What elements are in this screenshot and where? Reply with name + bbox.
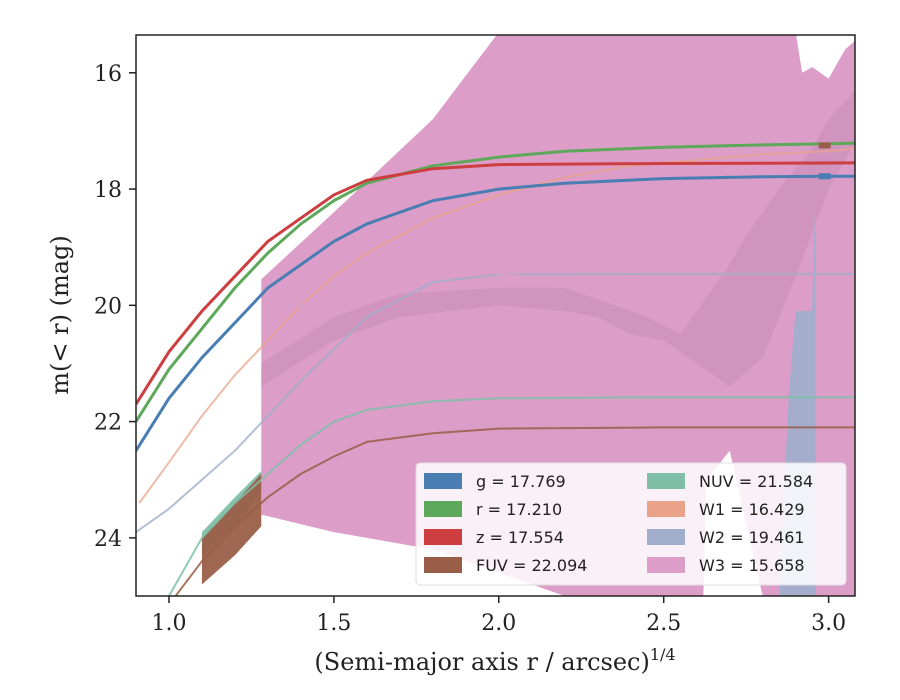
- y-tick-label: 20: [94, 294, 122, 319]
- fuv-curve: [174, 426, 855, 596]
- legend-swatch-g: [424, 473, 462, 489]
- legend-swatch-r: [424, 501, 462, 517]
- y-tick-label: 18: [94, 178, 122, 203]
- x-tick-label: 2.5: [646, 611, 681, 636]
- legend-label-w3: W3 = 15.658: [699, 556, 805, 575]
- legend-swatch-w3: [647, 557, 685, 573]
- r-curve: [136, 141, 855, 423]
- z-curve: [136, 161, 855, 405]
- x-tick-label: 3.0: [811, 611, 846, 636]
- w3-inner-band: [261, 90, 855, 387]
- plot-frame: [135, 34, 856, 597]
- legend-label-fuv: FUV = 22.094: [476, 556, 587, 575]
- legend-swatch-nuv: [647, 473, 685, 489]
- legend-label-w1: W1 = 16.429: [699, 500, 805, 519]
- w2-curve: [136, 272, 855, 533]
- legend-label-w2: W2 = 19.461: [699, 528, 805, 547]
- legend-swatch-z: [424, 529, 462, 545]
- plot-area: [136, 35, 855, 596]
- w3-curve: [260, 269, 631, 324]
- legend-label-r: r = 17.210: [476, 500, 562, 519]
- g-curve: [136, 174, 855, 452]
- legend-label-g: g = 17.769: [476, 472, 566, 491]
- legend-swatch-w2: [647, 529, 685, 545]
- g-end-marker: [818, 173, 831, 180]
- legend-swatch-w1: [647, 501, 685, 517]
- y-tick-label: 24: [94, 527, 122, 552]
- x-axis: 1.0 1.5 2.0 2.5 3.0: [151, 596, 846, 636]
- legend-swatch-fuv: [424, 557, 462, 573]
- y-tick-label: 16: [94, 62, 122, 87]
- x-axis-label: (Semi-major axis r / arcsec)1/4: [314, 645, 675, 676]
- x-tick-label: 1.5: [316, 611, 351, 636]
- legend-label-z: z = 17.554: [476, 528, 564, 547]
- w1-curve: [138, 147, 855, 504]
- y-axis-label: m(< r) (mag): [46, 235, 74, 394]
- nuv-curve: [168, 396, 855, 596]
- legend: g = 17.769 r = 17.210 z = 17.554 FUV = 22.0…: [415, 462, 847, 586]
- legend-label-nuv: NUV = 21.584: [699, 472, 813, 491]
- x-tick-label: 1.0: [151, 611, 186, 636]
- y-tick-label: 22: [94, 411, 122, 436]
- FUV-end-marker: [818, 142, 831, 149]
- x-tick-label: 2.0: [481, 611, 516, 636]
- w3-band: [261, 35, 855, 596]
- legend-box: [415, 462, 847, 586]
- y-axis: 16 18 20 22 24: [94, 62, 136, 552]
